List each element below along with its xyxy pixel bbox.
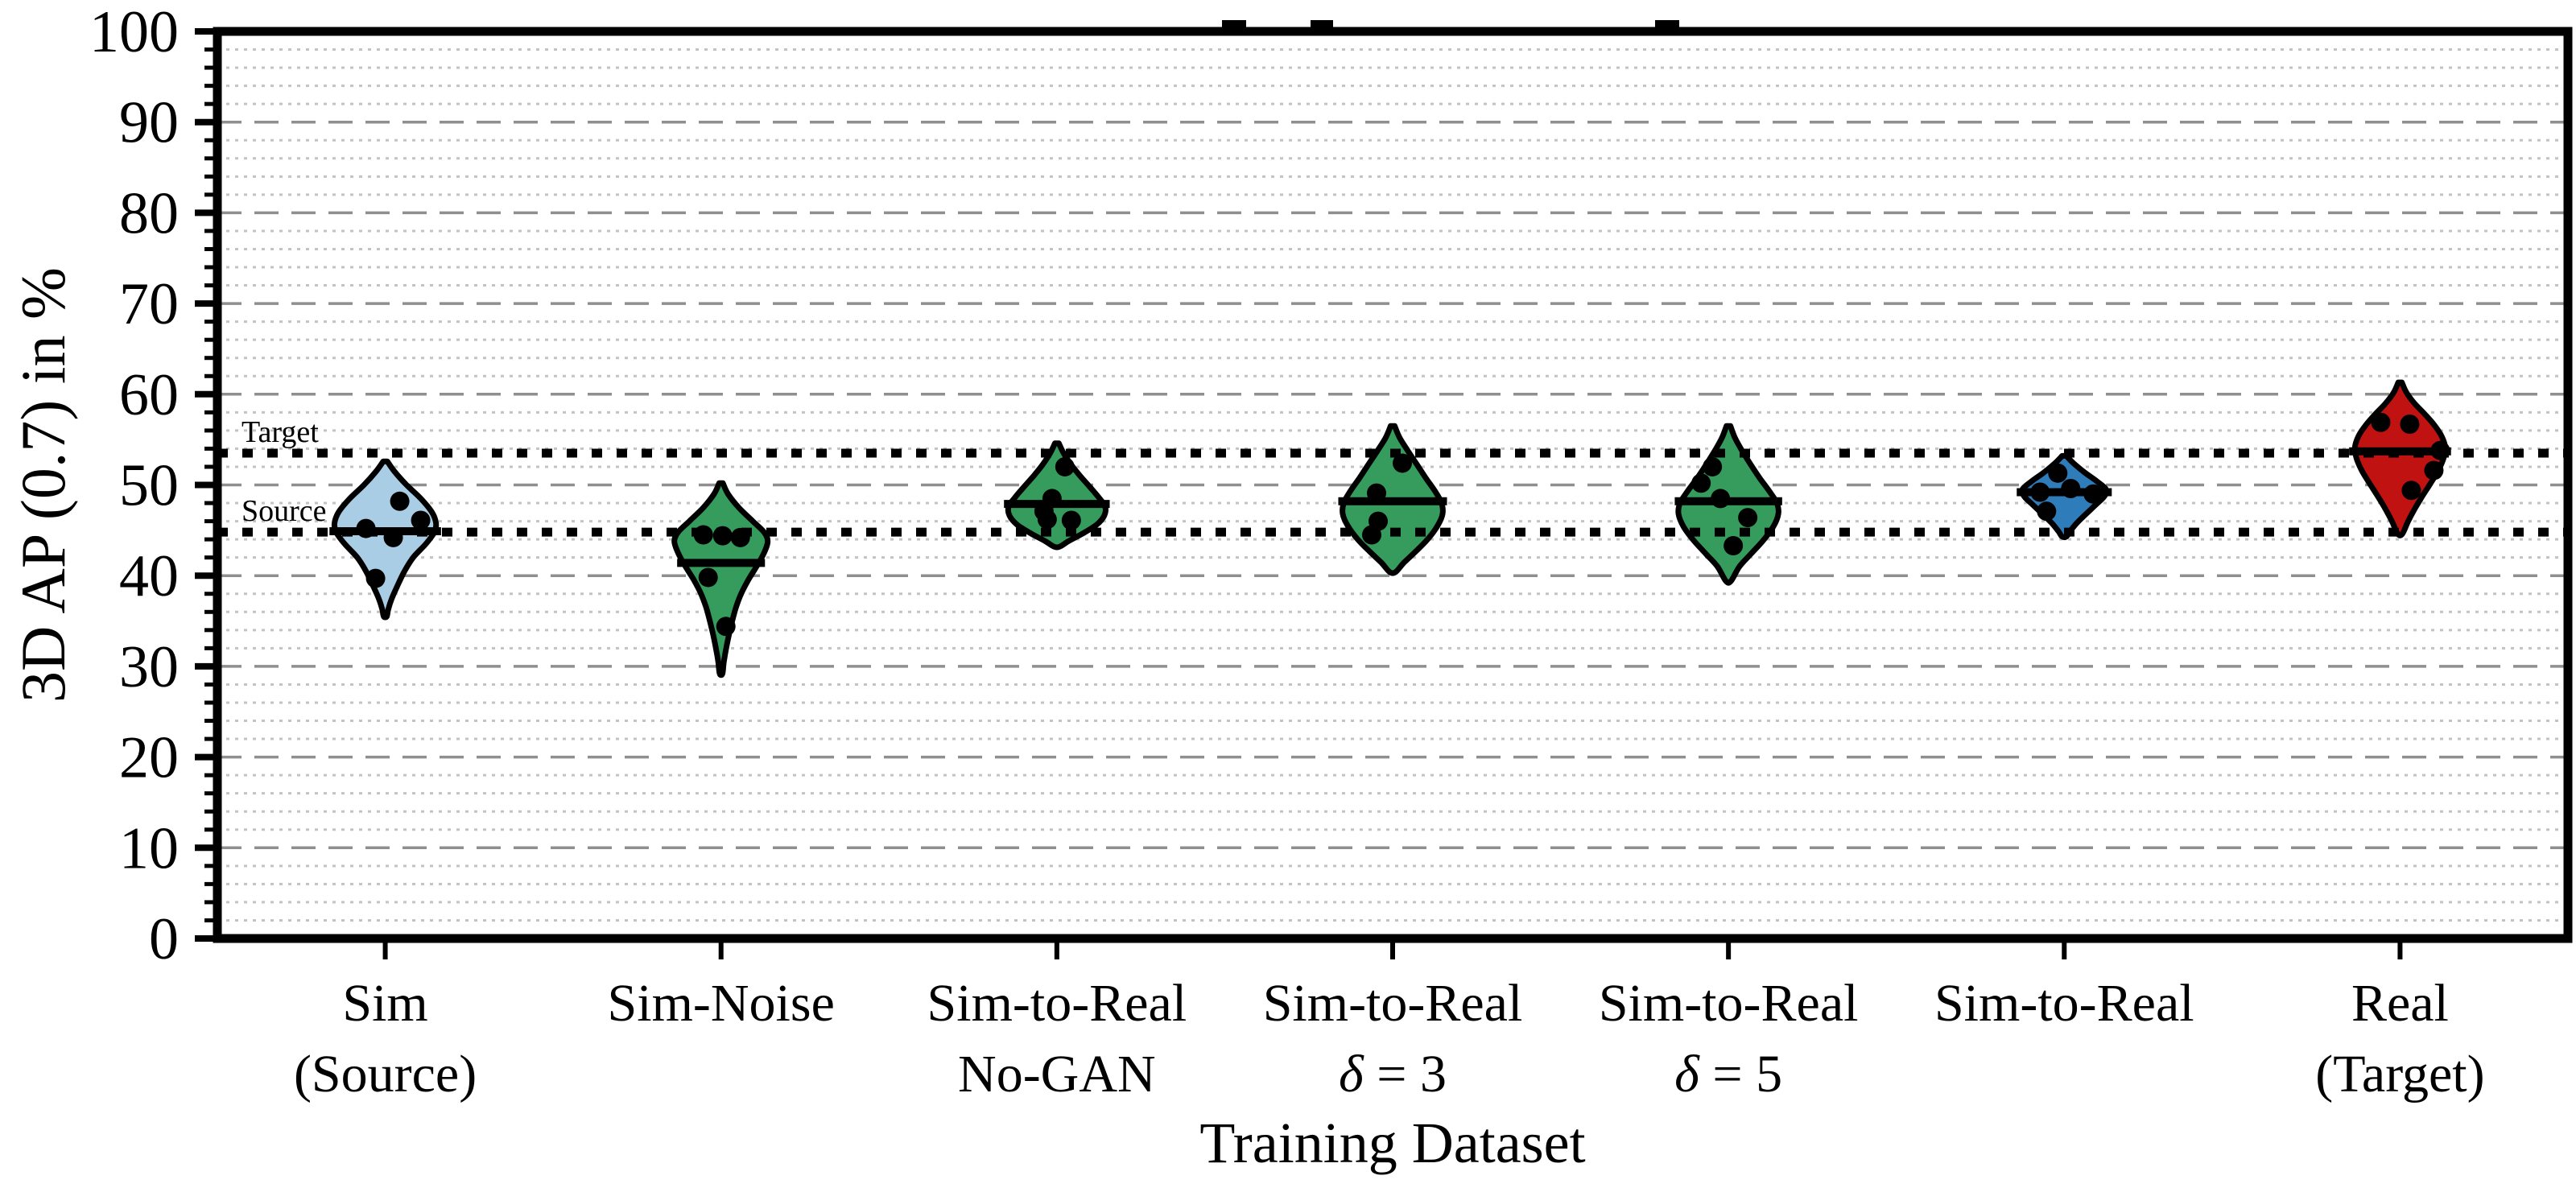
data-point-sim-to-real [2048, 463, 2068, 483]
cropped-title-mark [1222, 20, 1246, 29]
data-point-sim-to-real-5 [1738, 508, 1758, 528]
x-category-label: Sim [342, 974, 427, 1033]
y-tick-label-100: 100 [89, 0, 179, 65]
y-tick-label-20: 20 [119, 725, 179, 791]
data-point-sim-to-real-no-gan [1061, 510, 1081, 530]
x-category-label: Sim-Noise [608, 974, 835, 1033]
data-point-sim-source [365, 568, 386, 588]
cropped-title-mark [1655, 20, 1679, 29]
data-point-real-target [2400, 414, 2420, 434]
x-category-label: δ = 5 [1674, 1045, 1782, 1103]
reference-label-target: Target [242, 415, 319, 449]
data-point-real-target [2424, 460, 2444, 481]
data-point-sim-to-real [2037, 501, 2057, 522]
data-point-sim-noise [698, 567, 718, 588]
data-point-sim-to-real-3 [1393, 453, 1412, 473]
y-tick-label-30: 30 [119, 634, 179, 700]
y-tick-label-50: 50 [119, 453, 179, 519]
x-category-label: (Source) [294, 1045, 477, 1103]
x-category-label: Sim-to-Real [1934, 974, 2194, 1033]
y-tick-label-70: 70 [119, 271, 179, 337]
y-tick-label-10: 10 [119, 815, 179, 881]
data-point-real-target [2371, 412, 2391, 432]
x-category-label: No-GAN [958, 1045, 1156, 1103]
y-tick-label-90: 90 [119, 90, 179, 156]
x-category-label: (Target) [2315, 1045, 2484, 1103]
data-point-sim-to-real-5 [1691, 473, 1711, 493]
data-point-sim-to-real-5 [1703, 456, 1723, 476]
data-point-sim-to-real-5 [1724, 536, 1744, 556]
y-axis-title: 3D AP (0.7) in % [8, 267, 78, 703]
data-point-sim-source [390, 491, 410, 511]
data-point-sim-to-real-5 [1711, 489, 1731, 509]
x-category-label: Sim-to-Real [927, 974, 1187, 1033]
x-category-label: Real [2351, 974, 2449, 1033]
data-point-sim-noise [716, 617, 736, 637]
violin-sim-to-real [2019, 452, 2110, 541]
cropped-title-mark [1311, 20, 1333, 29]
y-tick-label-60: 60 [119, 362, 179, 428]
y-tick-label-80: 80 [119, 180, 179, 246]
data-point-sim-to-real-no-gan [1055, 456, 1075, 476]
x-axis-title: Training Dataset [1199, 1111, 1585, 1175]
data-point-sim-to-real-3 [1367, 483, 1386, 503]
data-point-sim-to-real [2083, 484, 2103, 504]
y-tick-label-40: 40 [119, 543, 179, 609]
x-category-label: δ = 3 [1339, 1045, 1447, 1103]
data-point-sim-to-real-no-gan [1037, 509, 1057, 530]
x-category-label: Sim-to-Real [1599, 974, 1859, 1033]
reference-label-source: Source [242, 494, 327, 528]
data-point-sim-source [411, 510, 431, 530]
x-category-label: Sim-to-Real [1263, 974, 1523, 1033]
data-point-sim-to-real [2030, 482, 2050, 502]
data-point-sim-to-real [2061, 479, 2081, 499]
data-point-real-target [2401, 481, 2421, 501]
y-tick-label-0: 0 [149, 906, 179, 972]
